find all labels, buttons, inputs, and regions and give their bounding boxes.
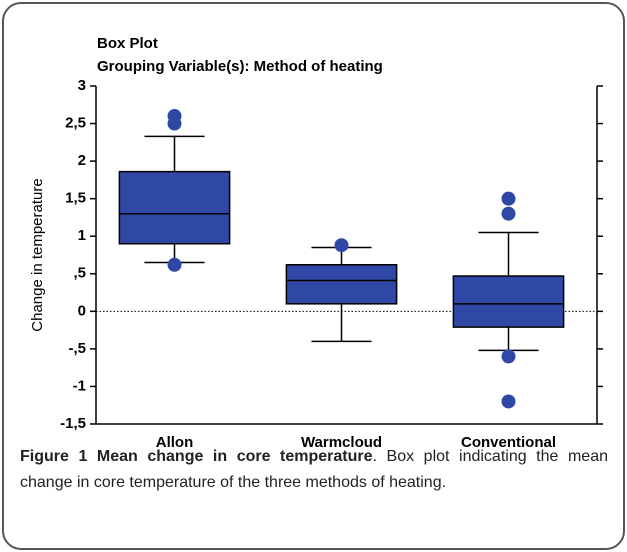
outlier [501, 349, 516, 364]
x-tick-label: Warmcloud [301, 434, 382, 451]
outlier [167, 257, 182, 272]
y-tick-label: -1,5 [60, 415, 86, 432]
outlier [501, 191, 516, 206]
outlier [334, 238, 349, 253]
x-tick-label: Conventional [461, 434, 556, 451]
y-tick-label: 2,5 [65, 115, 86, 132]
caption-text: . Box plot indicating the mean change in… [20, 448, 609, 491]
box [118, 170, 231, 245]
y-tick-label: 0 [78, 302, 86, 319]
y-tick-label: -,5 [68, 340, 86, 357]
y-tick-label: ,5 [73, 265, 86, 282]
y-tick-label: 1 [78, 227, 86, 244]
box [452, 275, 565, 328]
y-tick-label: 2 [78, 152, 86, 169]
y-tick-label: 3 [78, 77, 86, 94]
y-tick-label: -1 [73, 377, 86, 394]
box [285, 264, 398, 305]
outlier [501, 206, 516, 221]
x-tick-label: Allon [156, 434, 194, 451]
chart-subtitle: Grouping Variable(s): Method of heating [97, 58, 383, 75]
caption: Figure 1 Mean change in core temperature… [20, 444, 608, 496]
outlier [167, 116, 182, 131]
y-axis-label: Change in temperature [29, 178, 46, 331]
chart-title: Box Plot [97, 35, 158, 52]
caption-bold: Figure 1 Mean change in core temperature [20, 448, 373, 465]
outlier [501, 394, 516, 409]
y-tick-label: 1,5 [65, 190, 86, 207]
